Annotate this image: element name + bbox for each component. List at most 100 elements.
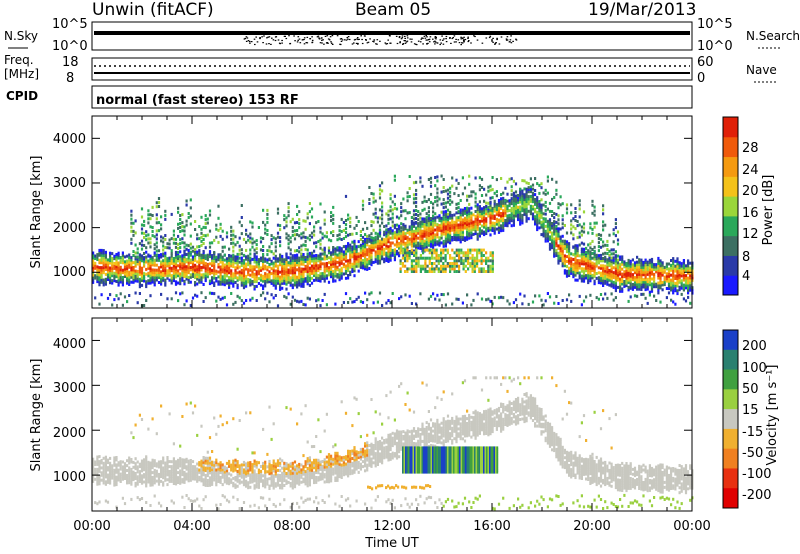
power-cell	[300, 269, 303, 273]
power-cell	[100, 275, 103, 279]
power-cell	[462, 264, 465, 268]
velocity-cell	[140, 481, 144, 485]
power-cell	[468, 219, 471, 223]
power-cell	[336, 265, 339, 269]
power-cell	[684, 266, 688, 270]
power-cell	[435, 264, 438, 268]
power-cell	[368, 267, 371, 270]
power-cell	[427, 214, 430, 218]
power-cell	[285, 216, 288, 220]
velocity-cell	[96, 467, 99, 471]
power-cell	[121, 251, 124, 255]
power-cell	[510, 185, 513, 189]
power-cell	[255, 247, 258, 251]
power-cell	[132, 278, 135, 282]
power-cell	[293, 278, 297, 282]
power-cell	[266, 229, 269, 232]
power-cell	[458, 251, 461, 255]
power-cell	[304, 235, 307, 239]
power-cell	[610, 265, 613, 268]
nsky-dot	[268, 43, 270, 45]
power-cell	[342, 265, 345, 269]
power-cell	[636, 263, 639, 267]
power-cell	[582, 272, 586, 276]
power-cell	[436, 242, 439, 246]
power-cell	[427, 198, 430, 202]
power-cell	[332, 277, 335, 281]
nsky-dot	[331, 35, 334, 37]
power-cell	[640, 285, 643, 289]
velocity-cell	[132, 473, 135, 477]
power-cell	[451, 218, 454, 222]
power-cell	[523, 179, 526, 183]
power-cell	[383, 247, 386, 251]
power-cell	[676, 269, 679, 273]
power-cell	[374, 257, 377, 261]
power-cell	[636, 282, 639, 286]
velocity-cell	[136, 460, 139, 464]
power-cell	[659, 281, 662, 285]
power-cell	[185, 272, 188, 276]
power-cell	[136, 269, 139, 273]
power-cell	[525, 202, 528, 206]
nsky-dot	[410, 41, 413, 43]
power-cell	[593, 221, 596, 225]
power-cell	[155, 256, 158, 260]
power-cell	[500, 226, 503, 230]
power-cell	[589, 262, 592, 266]
power-cell	[349, 251, 352, 254]
power-cell	[266, 268, 269, 272]
power-cell	[510, 202, 513, 206]
nsearch-tick-bottom: 10^0	[697, 39, 733, 54]
power-cell	[610, 260, 613, 264]
power-cell	[582, 262, 586, 266]
power-cell	[251, 296, 254, 300]
power-cell	[204, 296, 207, 300]
velocity-cell	[100, 471, 103, 475]
power-cell	[504, 204, 507, 208]
power-cell	[462, 251, 465, 255]
power-cell	[555, 231, 558, 235]
power-cell	[187, 276, 190, 279]
power-cell	[553, 222, 556, 226]
power-cell	[429, 232, 433, 236]
power-cell	[667, 291, 671, 295]
power-cell	[672, 284, 675, 288]
power-cell	[308, 222, 311, 226]
velocity-cell	[111, 466, 114, 470]
power-cell	[174, 241, 178, 245]
power-cell	[413, 251, 416, 255]
velocity-cell	[140, 479, 144, 483]
power-cell	[476, 251, 479, 255]
power-cell	[483, 215, 486, 219]
velocity-cell	[106, 478, 110, 482]
nsky-dot	[278, 42, 281, 44]
velocity-cell	[92, 470, 95, 474]
power-cell	[319, 260, 322, 263]
power-cell	[187, 216, 190, 219]
power-cell	[455, 231, 458, 234]
power-cell	[648, 271, 651, 275]
power-cell	[606, 243, 609, 247]
nsky-dot	[298, 38, 301, 40]
nsky-dot	[385, 43, 388, 45]
nsky-dot	[420, 38, 423, 40]
power-cell	[491, 211, 494, 215]
power-cell	[621, 289, 624, 293]
power-cell	[338, 263, 341, 267]
power-cell	[487, 201, 490, 205]
power-cell	[451, 248, 454, 252]
velocity-cell	[109, 471, 112, 475]
power-cell	[262, 257, 265, 261]
velocity-cell	[136, 496, 139, 500]
power-cell	[198, 266, 201, 269]
power-cell	[399, 267, 402, 271]
power-cell	[115, 294, 118, 298]
power-cell	[259, 236, 263, 240]
power-cell	[293, 276, 297, 280]
power-cell	[612, 285, 615, 289]
power-cell	[585, 254, 588, 258]
power-cell	[100, 256, 103, 260]
power-cell	[457, 297, 460, 301]
power-cell	[376, 247, 379, 250]
